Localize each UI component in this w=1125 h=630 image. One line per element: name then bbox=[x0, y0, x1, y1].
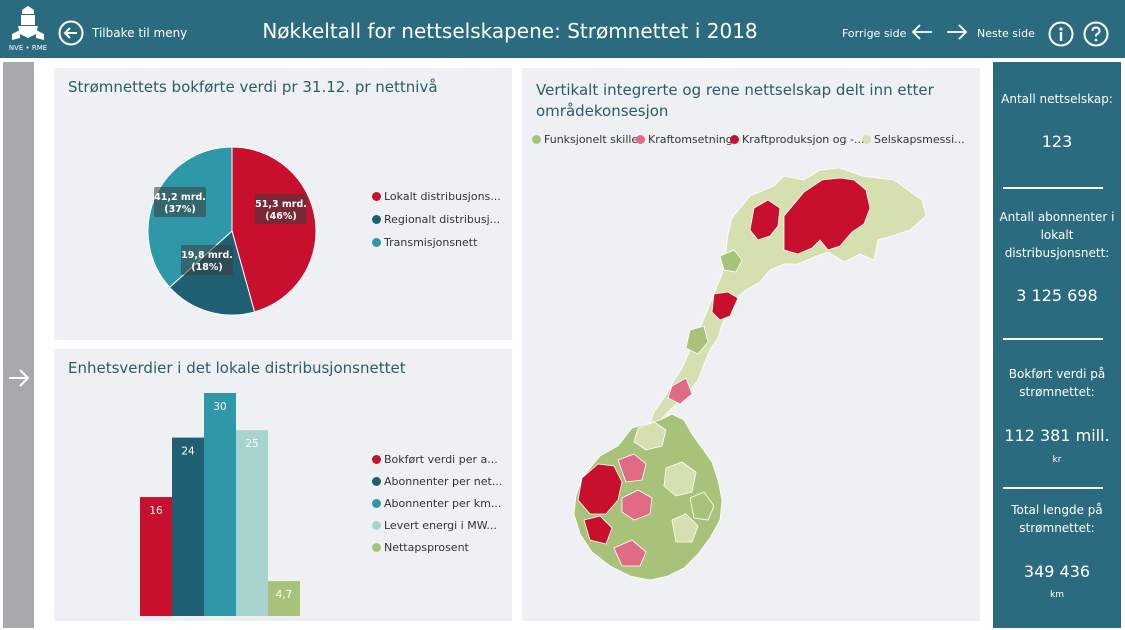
back-to-menu-button[interactable]: Tilbake til meny bbox=[92, 26, 187, 40]
legend-label: Transmisjonsnett bbox=[384, 236, 477, 249]
expand-arrow-icon[interactable] bbox=[7, 367, 31, 389]
pie-data-label: 19,8 mrd. bbox=[181, 250, 233, 261]
page-title: Nøkkeltall for nettselskapene: Strømnett… bbox=[230, 19, 790, 43]
legend-label: Abonnenter per km... bbox=[384, 497, 501, 510]
bar-legend-item-3[interactable]: Abonnenter per km... bbox=[372, 497, 501, 510]
bar-data-label: 4,7 bbox=[276, 589, 293, 601]
pie-data-label: 41,2 mrd. bbox=[154, 192, 206, 203]
header-bar: NVE • RME Tilbake til meny Nøkkeltall fo… bbox=[0, 0, 1125, 58]
bar-data-label: 30 bbox=[213, 401, 226, 413]
info-icon[interactable] bbox=[1048, 21, 1074, 47]
bar-data-label: 24 bbox=[181, 446, 195, 458]
kpi-value-length: 349 436 bbox=[993, 562, 1121, 581]
kpi-label-subscribers: Antall abonnenter i lokalt distribusjons… bbox=[999, 208, 1115, 262]
arrow-left-icon[interactable] bbox=[910, 22, 934, 42]
bar-legend-item-5[interactable]: Nettapsprosent bbox=[372, 541, 469, 554]
kpi-label-length: Total lengde på strømnettet: bbox=[999, 501, 1115, 537]
legend-dot bbox=[372, 215, 381, 224]
side-navigation-bar[interactable] bbox=[3, 62, 34, 628]
kpi-panel: Antall nettselskap: 123 Antall abonnente… bbox=[993, 62, 1121, 628]
legend-dot bbox=[372, 521, 381, 530]
legend-label: Levert energi i MW... bbox=[384, 519, 497, 532]
legend-dot bbox=[372, 477, 381, 486]
norway-map[interactable] bbox=[522, 68, 980, 621]
bar-chart-panel: Enhetsverdier i det lokale distribusjons… bbox=[54, 349, 512, 621]
kpi-separator bbox=[1003, 338, 1103, 340]
legend-dot bbox=[372, 455, 381, 464]
legend-label: Bokført verdi per a... bbox=[384, 453, 498, 466]
bar-legend-item-2[interactable]: Abonnenter per net... bbox=[372, 475, 502, 488]
logo-text: NVE • RME bbox=[6, 44, 50, 52]
kpi-unit-book-value: kr bbox=[993, 455, 1121, 465]
kpi-value-book-value: 112 381 mill. bbox=[993, 426, 1121, 445]
pie-legend-item-2[interactable]: Regionalt distribusj... bbox=[372, 213, 500, 226]
arrow-right-icon[interactable] bbox=[945, 22, 969, 42]
legend-dot bbox=[372, 499, 381, 508]
legend-dot bbox=[372, 543, 381, 552]
previous-page-button[interactable]: Forrige side bbox=[842, 27, 906, 40]
nve-logo: NVE • RME bbox=[6, 4, 50, 54]
kpi-label-book-value: Bokført verdi på strømnettet: bbox=[999, 365, 1115, 401]
back-arrow-icon[interactable] bbox=[58, 20, 84, 46]
legend-label: Abonnenter per net... bbox=[384, 475, 502, 488]
next-page-button[interactable]: Neste side bbox=[977, 27, 1035, 40]
pie-chart-panel: Strømnettets bokførte verdi pr 31.12. pr… bbox=[54, 68, 512, 340]
bar[interactable] bbox=[172, 438, 204, 616]
map-panel: Vertikalt integrerte og rene nettselskap… bbox=[522, 68, 980, 621]
legend-label: Nettapsprosent bbox=[384, 541, 469, 554]
map-region-nordland bbox=[712, 292, 738, 320]
pie-legend-item-1[interactable]: Lokalt distribusjons... bbox=[372, 190, 501, 203]
kpi-separator bbox=[1003, 487, 1103, 489]
pie-percent-label: (37%) bbox=[164, 204, 195, 215]
kpi-value-companies: 123 bbox=[993, 132, 1121, 151]
bar-data-label: 25 bbox=[245, 438, 258, 450]
pie-percent-label: (18%) bbox=[191, 262, 222, 273]
bar-legend-item-1[interactable]: Bokført verdi per a... bbox=[372, 453, 498, 466]
legend-dot bbox=[372, 192, 381, 201]
legend-label: Regionalt distribusj... bbox=[384, 213, 500, 226]
bar-legend-item-4[interactable]: Levert energi i MW... bbox=[372, 519, 497, 532]
help-icon[interactable] bbox=[1083, 21, 1109, 47]
bar-data-label: 16 bbox=[149, 505, 163, 517]
legend-dot bbox=[372, 238, 381, 247]
bar[interactable] bbox=[204, 393, 236, 616]
kpi-unit-length: km bbox=[993, 590, 1121, 600]
kpi-value-subscribers: 3 125 698 bbox=[993, 286, 1121, 305]
pie-legend-item-3[interactable]: Transmisjonsnett bbox=[372, 236, 477, 249]
pie-percent-label: (46%) bbox=[265, 211, 296, 222]
pie-data-label: 51,3 mrd. bbox=[255, 199, 307, 210]
bar[interactable] bbox=[236, 430, 268, 616]
kpi-label-companies: Antall nettselskap: bbox=[999, 90, 1115, 108]
legend-label: Lokalt distribusjons... bbox=[384, 190, 501, 203]
pie-chart[interactable]: 51,3 mrd.(46%) 19,8 mrd.(18%) 41,2 mrd.(37… bbox=[54, 68, 512, 340]
kpi-separator bbox=[1003, 187, 1103, 189]
